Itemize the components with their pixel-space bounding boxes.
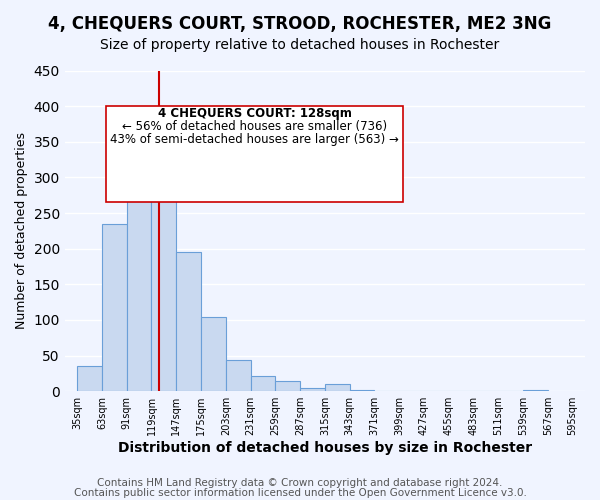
Text: 4, CHEQUERS COURT, STROOD, ROCHESTER, ME2 3NG: 4, CHEQUERS COURT, STROOD, ROCHESTER, ME… (49, 15, 551, 33)
Bar (127, 132, 151, 391)
Bar (275, 381, 300, 391)
Text: 43% of semi-detached houses are larger (563) →: 43% of semi-detached houses are larger (… (110, 133, 399, 146)
Bar (151, 182, 176, 391)
Bar (523, 390, 548, 391)
Bar (201, 317, 226, 391)
FancyBboxPatch shape (106, 106, 403, 202)
Text: Contains HM Land Registry data © Crown copyright and database right 2024.: Contains HM Land Registry data © Crown c… (97, 478, 503, 488)
Text: 4 CHEQUERS COURT: 128sqm: 4 CHEQUERS COURT: 128sqm (158, 108, 352, 120)
Bar (77, 366, 102, 391)
Bar (176, 252, 201, 391)
Bar (325, 384, 350, 391)
Text: Size of property relative to detached houses in Rochester: Size of property relative to detached ho… (100, 38, 500, 52)
Bar (350, 390, 374, 391)
Text: Contains public sector information licensed under the Open Government Licence v3: Contains public sector information licen… (74, 488, 526, 498)
Bar (102, 224, 127, 391)
Y-axis label: Number of detached properties: Number of detached properties (15, 132, 28, 330)
Bar (300, 388, 325, 391)
X-axis label: Distribution of detached houses by size in Rochester: Distribution of detached houses by size … (118, 441, 532, 455)
Text: ← 56% of detached houses are smaller (736): ← 56% of detached houses are smaller (73… (122, 120, 387, 133)
Bar (251, 376, 275, 391)
Bar (226, 360, 251, 391)
